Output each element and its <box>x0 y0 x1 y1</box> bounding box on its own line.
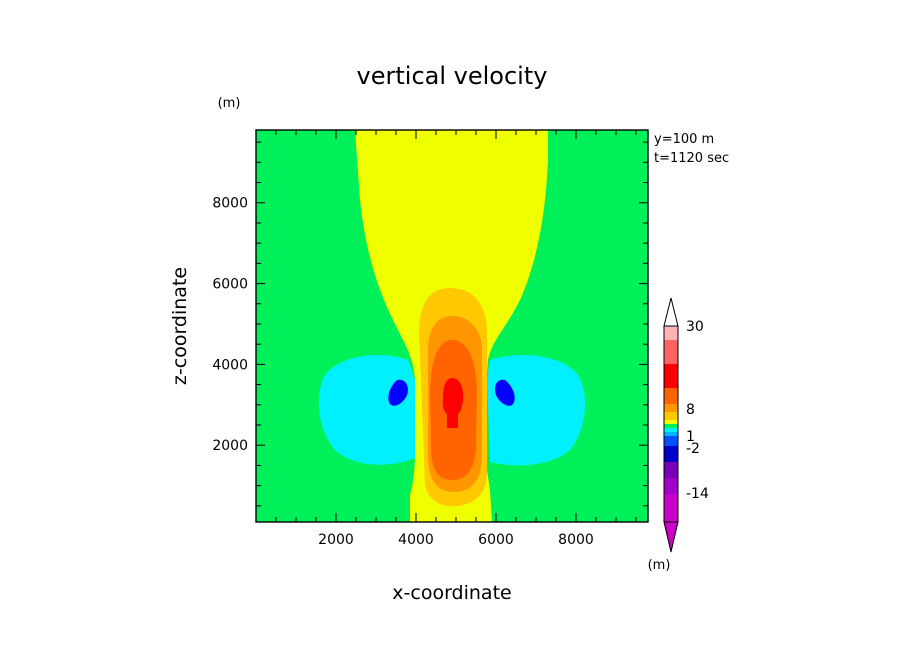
colorbar-top-arrow <box>663 297 679 327</box>
colorbar-label: 8 <box>686 402 695 418</box>
annotation-line-1: y=100 m <box>654 132 714 147</box>
annotation-line-2: t=1120 sec <box>654 151 729 166</box>
axis-ticks <box>256 130 648 522</box>
region-cyan-left <box>318 355 415 465</box>
y-tick-label: 8000 <box>212 196 248 212</box>
colorbar-segment <box>664 340 678 364</box>
x-tick-label: 2000 <box>318 532 354 548</box>
colorbar-segment <box>664 420 678 424</box>
region-blue-left <box>388 379 408 406</box>
colorbar-segment <box>664 462 678 478</box>
x-tick-label: 6000 <box>478 532 514 548</box>
region-blue-right <box>495 379 515 406</box>
region-red <box>442 378 464 428</box>
x-tick-label: 4000 <box>398 532 434 548</box>
colorbar-label: 1 <box>686 429 695 445</box>
y-tick-label: 6000 <box>212 277 248 293</box>
colorbar-segment <box>664 428 678 432</box>
plot-frame <box>255 129 649 523</box>
y-tick-label: 4000 <box>212 357 248 373</box>
colorbar-labels: 30 8 1-2 -14 <box>686 319 709 502</box>
x-axis-title: x-coordinate <box>392 582 511 604</box>
colorbar <box>663 297 679 553</box>
colorbar-segment <box>664 494 678 522</box>
colorbar-segment <box>664 326 678 340</box>
colorbar-segment <box>664 404 678 412</box>
chart-title: vertical velocity <box>357 62 548 90</box>
region-cyan-right <box>487 355 585 466</box>
colorbar-label: -14 <box>686 486 709 502</box>
x-tick-labels: 2000 4000 6000 8000 <box>318 532 594 548</box>
colorbar-segment <box>664 412 678 420</box>
colorbar-frame <box>663 325 679 523</box>
y-tick-labels: 2000 4000 6000 8000 <box>212 196 248 454</box>
colorbar-segment <box>664 432 678 436</box>
colorbar-bottom-arrow <box>663 521 679 553</box>
colorbar-segment <box>664 364 678 388</box>
y-unit-label: (m) <box>218 96 241 111</box>
y-tick-label: 2000 <box>212 438 248 454</box>
colorbar-segment <box>664 446 678 462</box>
contour-plot-area <box>255 129 649 523</box>
colorbar-label: -2 <box>686 441 700 457</box>
y-axis-title: z-coordinate <box>169 267 191 385</box>
colorbar-segment <box>664 478 678 494</box>
colorbar-label: 30 <box>686 319 704 335</box>
colorbar-unit-label: (m) <box>648 558 671 573</box>
colorbar-segment <box>664 436 678 446</box>
x-tick-label: 8000 <box>558 532 594 548</box>
colorbar-segment <box>664 424 678 428</box>
colorbar-segment <box>664 388 678 404</box>
